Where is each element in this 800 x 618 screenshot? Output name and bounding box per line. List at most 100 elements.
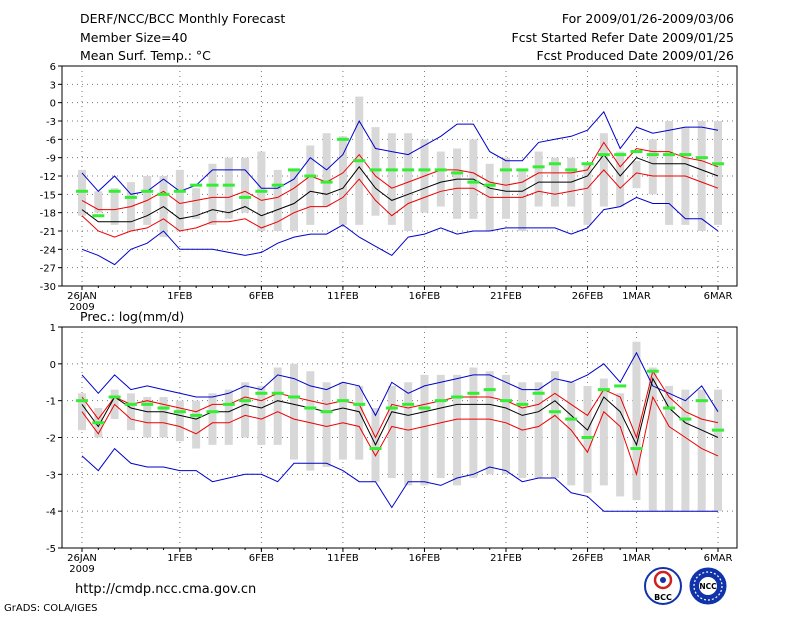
bcc-logo: BCC xyxy=(644,567,682,605)
precipitation-panel: 1 0 -1 -2 -3 -4 -5 26JAN 1FEB 6FEB 11FEB 16FEB 21FEB… xyxy=(46,309,738,575)
series-mean-line xyxy=(81,153,719,223)
marker-dash xyxy=(271,183,284,187)
ensemble-range-box xyxy=(338,136,347,225)
marker-dash xyxy=(76,399,88,403)
x-tick-label: 6FEB xyxy=(249,553,274,564)
marker-dash xyxy=(369,168,382,172)
marker-dash xyxy=(646,153,659,157)
temperature-panel: 6 3 0 -3 -6 -9 -12 -15 -18 -21 -24 -27 -30 26JAN 1FEB 6… xyxy=(40,62,738,313)
marker-dash xyxy=(124,402,137,406)
y-tick-label: -3 xyxy=(46,470,56,481)
marker-dash xyxy=(663,153,676,157)
marker-dash xyxy=(222,402,235,406)
marker-dash xyxy=(467,180,480,184)
y-tick-label: 3 xyxy=(50,80,56,91)
marker-dash xyxy=(712,428,724,432)
marker-dash xyxy=(124,195,137,199)
x-tick-label: 26FEB xyxy=(572,291,604,302)
y-tick-label: -18 xyxy=(40,209,56,220)
x-tick-label: 11FEB xyxy=(327,553,359,564)
ensemble-range-box xyxy=(126,393,135,431)
ensemble-range-box xyxy=(175,169,184,231)
marker-dash xyxy=(336,137,349,141)
y-tick-label: -9 xyxy=(46,154,56,165)
source-url[interactable]: http://cmdp.ncc.cma.gov.cn xyxy=(75,582,257,597)
marker-dash xyxy=(679,417,692,421)
x-tick-label: 26JAN xyxy=(67,291,97,302)
ensemble-range-box xyxy=(665,385,674,512)
series-min-line xyxy=(81,447,718,512)
marker-dash xyxy=(695,399,708,403)
x-tick-label: 21FEB xyxy=(490,553,522,564)
x-tick-label: 16FEB xyxy=(409,291,441,302)
ensemble-range-box xyxy=(404,382,413,486)
marker-dash xyxy=(434,168,447,172)
marker-dash xyxy=(418,406,431,410)
y-tick-label: -6 xyxy=(46,135,56,146)
variable-label: Mean Surf. Temp.: °C xyxy=(80,48,211,63)
marker-dash xyxy=(320,180,333,184)
marker-dash xyxy=(206,410,219,414)
ensemble-range-box xyxy=(110,188,119,225)
x-tick-label: 16FEB xyxy=(409,553,441,564)
marker-dash xyxy=(500,399,512,403)
marker-dash xyxy=(304,174,317,178)
ensemble-range-box xyxy=(616,393,625,497)
ensemble-range-box xyxy=(583,385,592,493)
y-tick-label: -4 xyxy=(46,507,56,518)
marker-dash xyxy=(532,391,545,395)
ensemble-range-box xyxy=(599,378,608,486)
marker-dash xyxy=(92,214,105,218)
ensemble-range-box xyxy=(192,400,201,449)
x-tick-label: 6MAR xyxy=(704,291,733,302)
ensemble-range-box xyxy=(387,385,396,479)
marker-dash xyxy=(190,183,203,187)
ensemble-range-box xyxy=(175,400,184,442)
plot-frame xyxy=(61,65,738,287)
marker-dash xyxy=(532,165,545,169)
series-spread-upper-line xyxy=(81,141,719,211)
marker-dash xyxy=(614,384,627,388)
ensemble-range-box xyxy=(502,374,510,475)
ensemble-range-box xyxy=(290,169,298,231)
ensemble-range-box xyxy=(714,121,722,225)
bcc-logo-text: BCC xyxy=(654,593,672,602)
y-tick-label: -1 xyxy=(46,397,56,408)
ensemble-range-box xyxy=(665,121,674,225)
marker-dash xyxy=(385,168,398,172)
y-tick-label: -5 xyxy=(46,544,56,555)
ensemble-range-box xyxy=(518,169,527,231)
ensemble-range-box xyxy=(485,371,494,475)
marker-dash xyxy=(304,406,317,410)
marker-dash xyxy=(239,399,252,403)
marker-dash xyxy=(712,162,724,166)
marker-dash xyxy=(679,153,692,157)
marker-dash xyxy=(630,150,643,154)
ensemble-range-box xyxy=(681,389,690,512)
x-tick-label: 1MAR xyxy=(622,553,651,564)
ensemble-range-box xyxy=(648,367,657,512)
ensemble-range-box xyxy=(257,385,266,445)
marker-dash xyxy=(565,168,578,172)
ensemble-range-box xyxy=(371,127,380,216)
y-tick-label: 0 xyxy=(50,99,56,110)
series-max-line xyxy=(81,110,719,195)
y-tick-label: -21 xyxy=(40,227,56,238)
marker-dash xyxy=(565,417,578,421)
marker-dash xyxy=(597,388,610,392)
x-tick-label: 6FEB xyxy=(249,291,274,302)
forecast-start-date: Fcst Started Refer Date 2009/01/25 xyxy=(511,30,735,45)
marker-dash xyxy=(108,189,121,193)
marker-dash xyxy=(597,153,610,157)
ensemble-range-box xyxy=(241,382,250,438)
x-year-label: 2009 xyxy=(69,302,94,313)
marker-dash xyxy=(239,195,252,199)
ensemble-range-box xyxy=(632,160,641,189)
ensemble-range-box xyxy=(94,191,103,213)
ensemble-range-box xyxy=(322,382,331,467)
ensemble-range-box xyxy=(387,133,396,225)
ensemble-range-box xyxy=(241,157,250,213)
marker-dash xyxy=(157,406,170,410)
y-tick-label: -30 xyxy=(40,282,56,293)
